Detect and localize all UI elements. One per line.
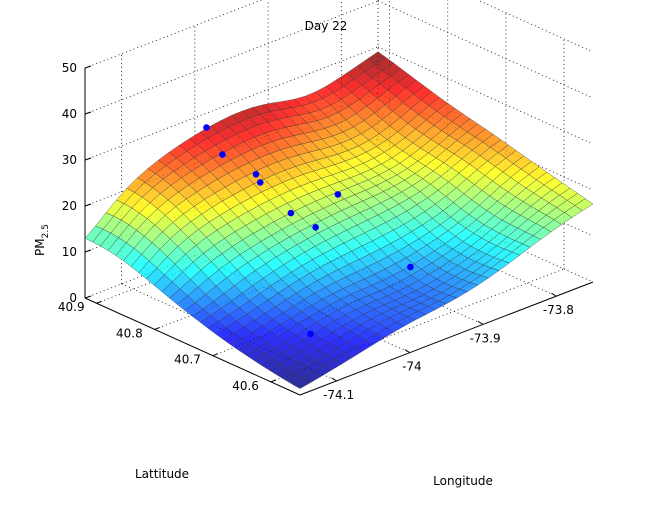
data-point (287, 209, 295, 217)
grid-line (84, 0, 263, 69)
grid-line (84, 0, 379, 115)
grid-line (267, 227, 484, 325)
x-tick-label: -74.1 (323, 388, 354, 402)
grid-line (476, 0, 594, 53)
x-axis-line (299, 281, 594, 396)
y-tick-label: 40.9 (58, 300, 85, 314)
x-tick-label: -73.9 (470, 331, 501, 345)
y-tick-label: 40.7 (174, 353, 201, 367)
z-tick (84, 157, 92, 161)
grid-line (84, 184, 379, 299)
z-tick-label: 30 (62, 153, 77, 167)
z-tick-label: 10 (62, 245, 77, 259)
grid-line (377, 46, 594, 145)
z-tick-label: 20 (62, 199, 77, 213)
z-tick (84, 249, 92, 253)
y-axis-line (84, 297, 301, 396)
y-tick-label: 40.8 (116, 326, 143, 340)
data-point (219, 151, 226, 158)
svg-text:PM2.5: PM2.5 (33, 224, 51, 256)
grid-line (377, 184, 594, 283)
y-tick (270, 379, 277, 383)
z-tick-label: 50 (62, 61, 77, 75)
surface-patch (291, 377, 311, 389)
z-tick (84, 295, 92, 299)
data-point (312, 224, 319, 231)
grid-line (377, 92, 594, 191)
data-point (203, 124, 210, 131)
z-axis-label-sub: 2.5 (41, 224, 51, 238)
x-tick (551, 292, 557, 297)
chart-title: Day 22 (305, 19, 348, 33)
y-tick (154, 326, 160, 330)
z-axis-label-base: PM (33, 238, 47, 256)
data-point (307, 330, 314, 338)
y-axis-label: Lattitude (135, 467, 189, 481)
grid-line (341, 198, 557, 297)
x-tick-label: -74 (402, 360, 422, 374)
x-tick (331, 377, 337, 382)
axis-ticks: 0 10 20 30 40 50 40.6 40.7 40.8 40.9 -74.1 -74 -73.9… (58, 61, 574, 402)
z-tick-label: 40 (62, 107, 77, 121)
x-tick (404, 349, 411, 354)
z-tick (84, 203, 92, 207)
z-tick-label: 0 (69, 291, 77, 305)
grid-line (377, 0, 594, 99)
x-tick (477, 320, 484, 325)
data-point (334, 191, 342, 198)
data-point (257, 179, 264, 186)
grid-line (96, 189, 390, 304)
y-tick (96, 300, 102, 304)
grid-line (84, 46, 379, 161)
y-tick-label: 40.6 (232, 379, 259, 393)
data-point (407, 263, 414, 271)
z-axis-label: PM2.5 (33, 224, 51, 256)
x-axis-label: Longitude (433, 474, 493, 488)
surface-mesh (84, 51, 594, 389)
measurement-points (203, 124, 414, 338)
y-tick (212, 353, 219, 357)
data-point (252, 171, 260, 178)
z-tick (84, 65, 92, 69)
z-tick (84, 111, 92, 115)
x-tick-label: -73.8 (543, 303, 574, 317)
